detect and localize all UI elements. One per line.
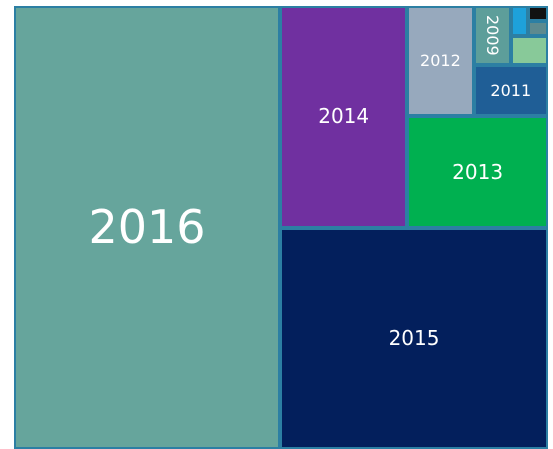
cell-label: 2013: [452, 159, 504, 184]
cell-label: 2011: [490, 80, 532, 100]
treemap-cell: 2013: [407, 116, 548, 228]
treemap-cell: 2016: [14, 6, 281, 449]
treemap-cell: 2011: [473, 65, 548, 117]
cell-label: 2016: [88, 199, 206, 254]
cell-label: 2009: [483, 15, 503, 56]
treemap-cell: 2009: [473, 6, 511, 66]
treemap-cell: [510, 6, 528, 36]
treemap-cell: [527, 20, 548, 36]
cell-label: 2012: [420, 51, 461, 71]
treemap-cell: 2014: [280, 6, 408, 228]
treemap-area: 2016 2015 2014 2013 2012 2011 2009: [14, 6, 548, 449]
cell-label: 2014: [318, 104, 370, 129]
treemap-cell: [527, 6, 548, 21]
treemap-cell: 2012: [407, 6, 474, 117]
cell-label: 2015: [388, 325, 440, 350]
treemap-cell: 2015: [280, 227, 548, 449]
treemap-cell: [510, 35, 548, 66]
